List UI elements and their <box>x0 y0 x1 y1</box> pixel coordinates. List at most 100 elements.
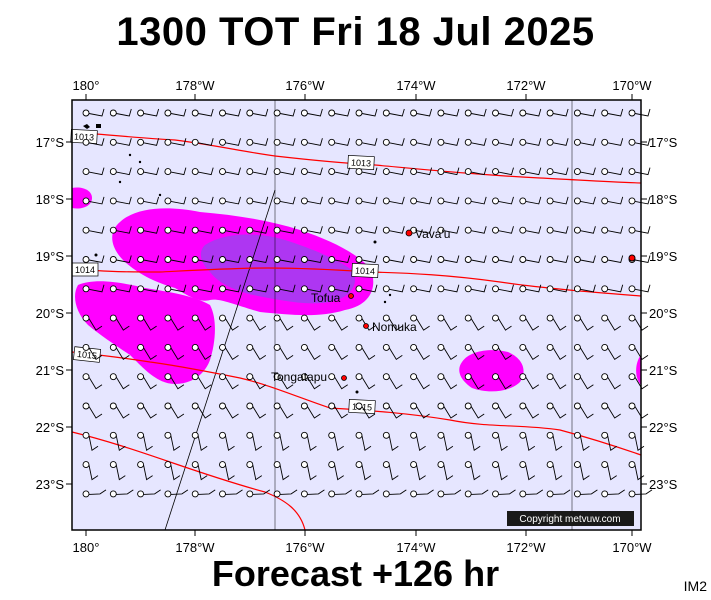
wind-barb-station <box>437 431 445 439</box>
wind-barb <box>143 138 160 146</box>
wind-barb <box>170 167 187 176</box>
lat-labels-left: 17°S 18°S 19°S 20°S 21°S 22°S 23°S <box>36 135 65 492</box>
wind-barb <box>307 255 323 264</box>
wind-barb-station <box>492 343 499 351</box>
isobar-label-text: 1013 <box>74 131 95 142</box>
wind-barb <box>552 376 567 390</box>
wind-barb-station <box>109 109 117 117</box>
wind-barb-station <box>328 168 336 176</box>
copyright-text: Copyright metvuw.com <box>519 514 620 525</box>
wind-barb-station <box>246 285 254 293</box>
wind-barb-station <box>219 168 226 176</box>
wind-barb <box>143 108 160 117</box>
wind-barb <box>607 108 624 117</box>
wind-barb-station <box>191 109 199 117</box>
wind-barb <box>88 318 103 331</box>
wind-barb-station <box>628 402 636 410</box>
wind-barb-station <box>82 138 90 146</box>
wind-barb-station <box>519 226 527 234</box>
wind-barb-station <box>492 461 499 469</box>
wind-barb <box>143 284 160 293</box>
wind-barb-station <box>273 461 281 469</box>
lat-label: 20°S <box>36 306 65 321</box>
wind-barb <box>88 489 107 495</box>
wind-barb-station <box>382 461 390 469</box>
wind-barb-station <box>573 402 581 410</box>
wind-barb-station <box>328 226 336 234</box>
wind-barb <box>198 284 214 293</box>
wind-barb <box>198 138 214 146</box>
wind-barb-station <box>601 138 609 146</box>
wind-barb <box>88 406 103 419</box>
wind-barb-station <box>492 226 499 234</box>
wind-barb-station <box>246 197 254 205</box>
lat-label: 21°S <box>36 363 65 378</box>
wind-barb-station <box>628 197 636 205</box>
wind-barb-station <box>628 461 636 469</box>
wind-barb <box>634 167 651 176</box>
wind-barb <box>416 284 433 293</box>
wind-barb <box>197 376 212 390</box>
wind-barb <box>225 318 239 331</box>
wind-barb <box>116 196 132 205</box>
island <box>388 293 392 297</box>
wind-barb-station <box>164 431 172 439</box>
wind-barb <box>252 196 269 205</box>
wind-barb <box>115 435 126 452</box>
wind-barb-station <box>437 285 445 293</box>
wind-barb-station <box>601 314 609 322</box>
wind-barb-station <box>355 461 363 469</box>
wind-barb-station <box>191 431 199 439</box>
wind-barb-station <box>191 373 199 381</box>
wind-barb-station <box>410 373 418 381</box>
wind-barb <box>552 406 567 419</box>
wind-barb-station <box>109 490 117 498</box>
wind-barb-station <box>573 138 581 146</box>
wind-barb-station <box>82 285 90 293</box>
wind-barb <box>115 318 130 331</box>
wind-barb-station <box>492 431 499 439</box>
wind-barb-station <box>191 168 199 176</box>
wind-barb-station <box>164 490 172 498</box>
wind-barb <box>525 465 536 481</box>
wind-barb <box>552 465 563 481</box>
wind-barb-station <box>328 314 336 322</box>
lat-label: 17°S <box>36 135 65 150</box>
wind-barb-station <box>410 490 418 498</box>
wind-barb-station <box>628 226 636 234</box>
wind-barb <box>143 255 160 264</box>
wind-barb <box>88 167 105 176</box>
wind-barb-station <box>601 109 609 117</box>
wind-barb <box>198 226 214 234</box>
wind-barb-station <box>164 285 172 293</box>
wind-barb <box>143 435 153 452</box>
wind-barb-station <box>191 138 199 146</box>
wind-barb-station <box>164 138 172 146</box>
wind-barb-station <box>273 431 281 439</box>
wind-barb <box>279 318 294 331</box>
wind-barb <box>607 406 621 419</box>
wind-barb <box>607 167 624 176</box>
wind-barb <box>525 255 542 264</box>
wind-barb <box>88 465 99 481</box>
wind-barb-station <box>137 490 145 498</box>
wind-barb-station <box>519 343 527 351</box>
wind-barb <box>361 255 378 264</box>
wind-barb-station <box>109 343 117 351</box>
wind-barb-station <box>191 343 199 351</box>
wind-barb <box>334 167 351 176</box>
wind-barb-station <box>519 373 527 381</box>
wind-barb <box>252 108 269 117</box>
wind-barb <box>88 196 105 205</box>
wind-barb <box>170 226 187 234</box>
wind-barb <box>280 167 296 176</box>
wind-barb <box>361 376 376 390</box>
wind-barb <box>198 108 214 117</box>
wind-barb-station <box>519 314 527 322</box>
wind-barb-station <box>382 285 390 293</box>
wind-barb <box>280 138 296 146</box>
wind-barb <box>115 406 130 419</box>
wind-barb <box>88 108 105 117</box>
wind-barb <box>634 465 645 481</box>
